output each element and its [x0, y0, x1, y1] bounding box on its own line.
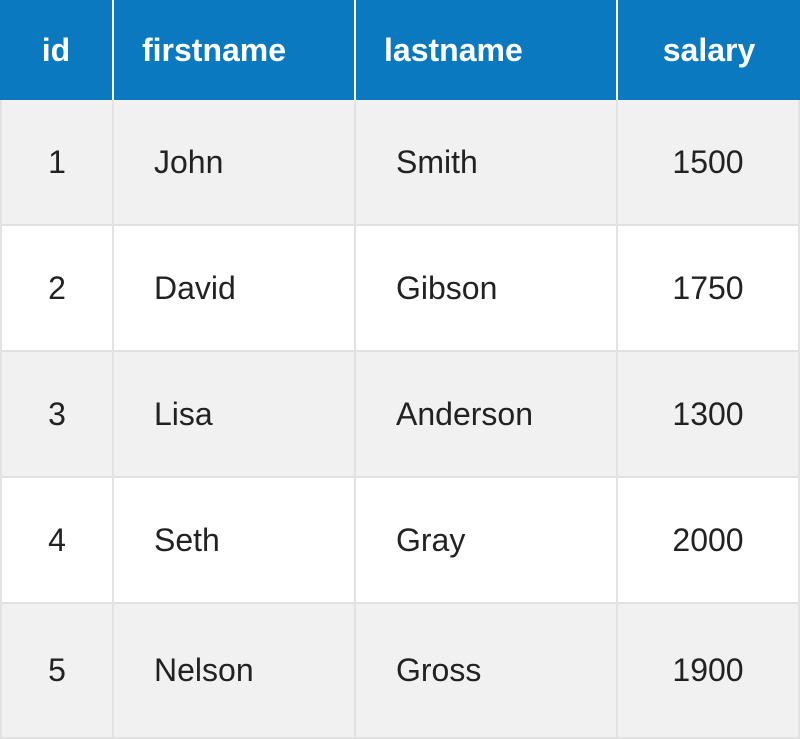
- cell-salary: 1900: [618, 604, 800, 739]
- cell-lastname: Gibson: [356, 226, 618, 352]
- cell-id: 4: [0, 478, 114, 604]
- column-header-firstname[interactable]: firstname: [114, 0, 356, 100]
- cell-firstname: John: [114, 100, 356, 226]
- cell-lastname: Anderson: [356, 352, 618, 478]
- cell-salary: 1300: [618, 352, 800, 478]
- cell-id: 2: [0, 226, 114, 352]
- cell-firstname: Seth: [114, 478, 356, 604]
- cell-firstname: Nelson: [114, 604, 356, 739]
- cell-salary: 1750: [618, 226, 800, 352]
- cell-lastname: Gross: [356, 604, 618, 739]
- cell-firstname: David: [114, 226, 356, 352]
- column-header-salary[interactable]: salary: [618, 0, 800, 100]
- cell-id: 3: [0, 352, 114, 478]
- cell-firstname: Lisa: [114, 352, 356, 478]
- cell-id: 5: [0, 604, 114, 739]
- cell-lastname: Gray: [356, 478, 618, 604]
- cell-lastname: Smith: [356, 100, 618, 226]
- cell-id: 1: [0, 100, 114, 226]
- column-header-id[interactable]: id: [0, 0, 114, 100]
- cell-salary: 1500: [618, 100, 800, 226]
- cell-salary: 2000: [618, 478, 800, 604]
- column-header-lastname[interactable]: lastname: [356, 0, 618, 100]
